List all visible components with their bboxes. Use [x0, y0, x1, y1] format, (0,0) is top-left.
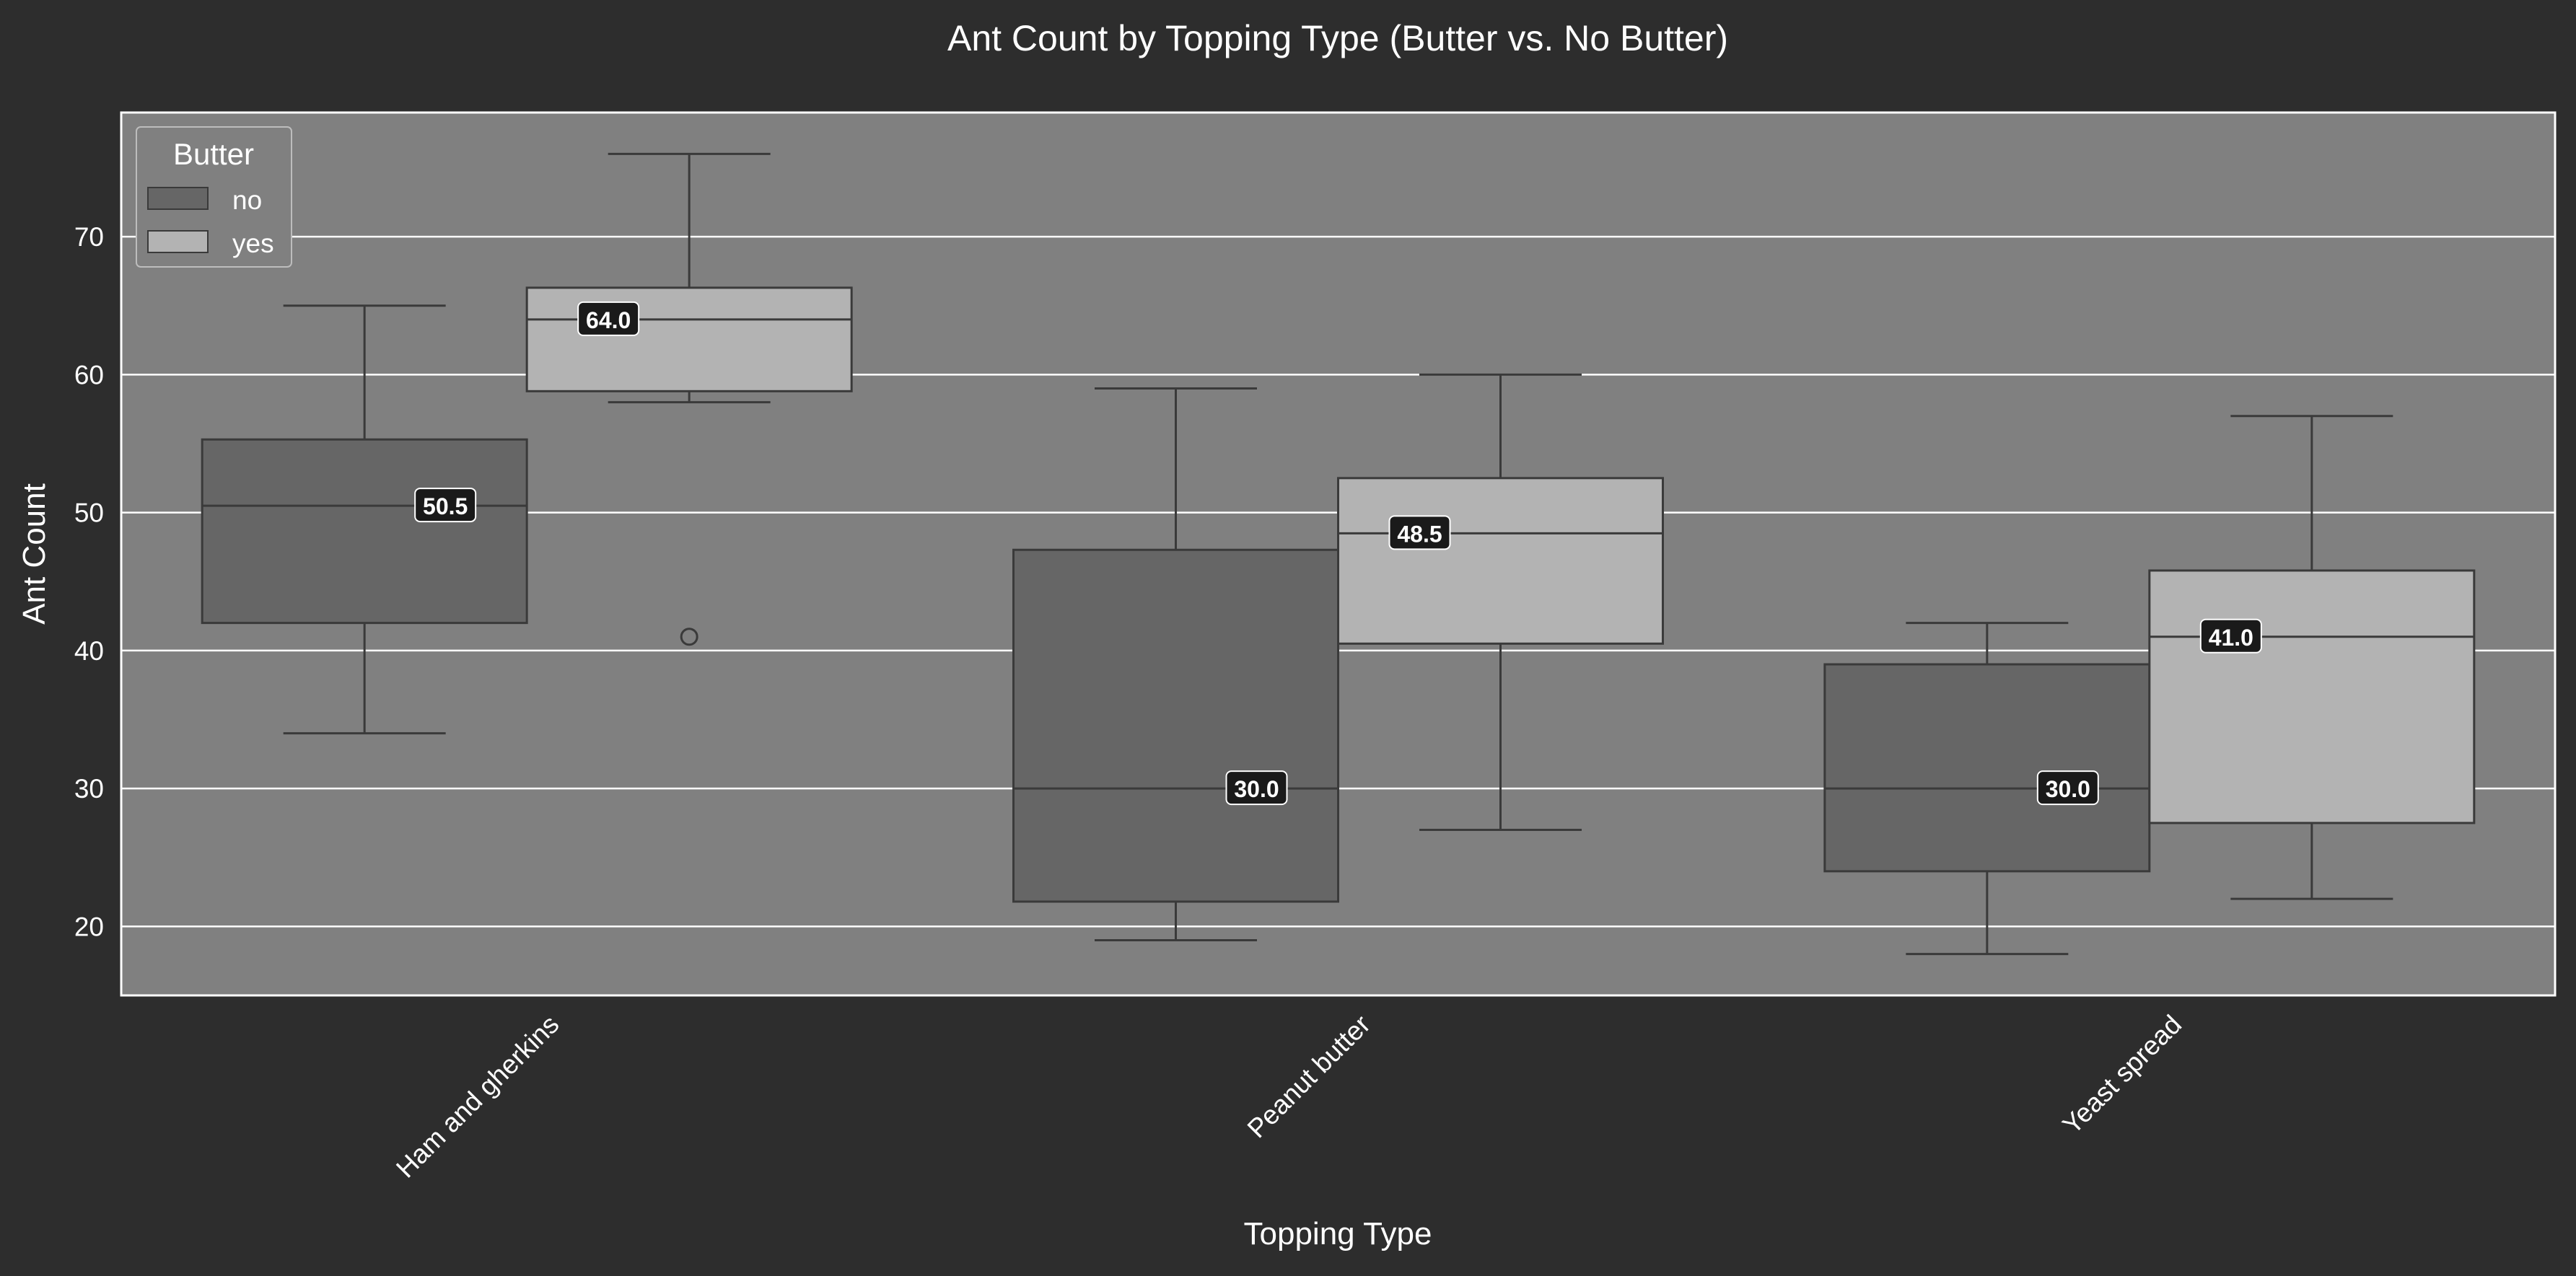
median-label: 30.0: [2046, 776, 2090, 802]
box-group: 30.0: [1823, 622, 2151, 956]
median-label-bg: [577, 301, 640, 336]
legend-title: Butter: [173, 137, 254, 171]
median-label-bg: [414, 488, 477, 523]
median-label: 41.0: [2209, 625, 2253, 651]
plot-frame: [120, 111, 2557, 997]
median-label: 50.5: [423, 493, 468, 519]
median-label: 48.5: [1397, 521, 1442, 547]
legend-swatch-no: [147, 187, 209, 210]
median-label: 30.0: [1234, 776, 1279, 802]
median-label-bg: [1388, 515, 1451, 550]
plot-layer: 50.5 30.0 30.0 64.0 48.5 41.0: [201, 152, 2476, 956]
box-group: 48.5: [1337, 373, 1664, 831]
median-label-bg: [1225, 770, 1288, 806]
y-tick-label: 20: [74, 912, 104, 941]
y-tick-label: 40: [74, 636, 104, 666]
chart-title: Ant Count by Topping Type (Butter vs. No…: [947, 18, 1728, 58]
legend-label-yes: yes: [232, 229, 274, 258]
y-tick-label: 30: [74, 774, 104, 804]
box-iqr: [1337, 477, 1664, 645]
legend: Butter no yes: [136, 126, 292, 268]
box-group: 41.0: [2148, 415, 2476, 900]
median-label: 64.0: [586, 307, 631, 333]
box-group: 50.5: [201, 304, 528, 735]
box-iqr: [201, 438, 528, 625]
box-iqr: [1012, 548, 1339, 903]
y-axis-label: Ant Count: [17, 483, 52, 625]
median-label-bg: [2036, 770, 2099, 806]
box-iqr: [1823, 663, 2151, 873]
y-tick-label: 70: [74, 222, 104, 252]
y-tick-label: 50: [74, 498, 104, 528]
box-group: 30.0: [1012, 387, 1339, 941]
box-group: 64.0: [525, 152, 853, 646]
legend-label-no: no: [232, 185, 262, 215]
y-tick-label: 60: [74, 360, 104, 390]
x-axis-label: Topping Type: [1244, 1216, 1432, 1251]
outlier-point: [680, 628, 698, 646]
box-iqr: [2148, 569, 2476, 824]
median-label-bg: [2199, 618, 2262, 654]
legend-swatch-yes: [147, 230, 209, 253]
box-iqr: [525, 286, 853, 392]
